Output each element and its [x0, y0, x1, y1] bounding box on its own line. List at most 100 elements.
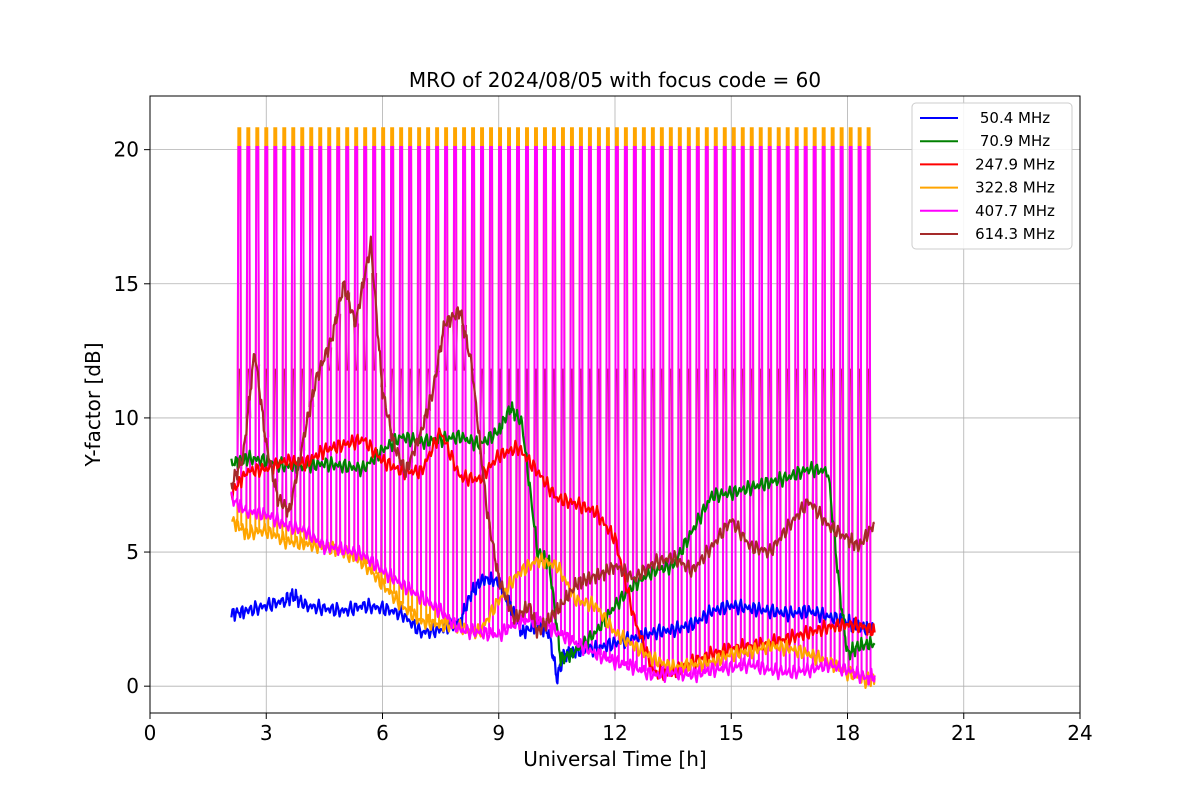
calibration-pulse: [461, 145, 468, 631]
calibration-pulse: [829, 145, 836, 666]
calibration-pulse: [595, 145, 602, 655]
calibration-pulse: [640, 145, 647, 671]
calibration-pulse: [317, 145, 324, 543]
calibration-pulse: [658, 145, 665, 675]
calibration-pulse: [802, 145, 809, 671]
calibration-pulse: [407, 145, 414, 590]
calibration-pulse: [551, 145, 557, 630]
calibration-pulse: [865, 145, 872, 678]
calibration-pulse: [479, 145, 485, 633]
calibration-pulse: [586, 145, 593, 651]
calibration-pulse: [820, 145, 827, 667]
calibration-pulse: [443, 145, 450, 616]
calibration-pulse: [497, 145, 503, 635]
calibration-pulse: [793, 145, 800, 672]
x-tick-label: 18: [835, 721, 860, 745]
calibration-pulse: [281, 145, 288, 524]
calibration-pulse: [272, 145, 279, 519]
calibration-pulse: [452, 145, 459, 625]
calibration-pulse: [389, 145, 396, 577]
x-tick-label: 15: [719, 721, 744, 745]
calibration-pulse: [353, 145, 360, 553]
x-tick-label: 12: [602, 721, 627, 745]
y-tick-label: 20: [114, 138, 139, 162]
calibration-pulse: [712, 145, 719, 670]
calibration-pulse: [703, 145, 710, 672]
calibration-pulse: [398, 145, 405, 584]
calibration-pulse: [739, 145, 746, 666]
legend-entry: 50.4 MHz: [980, 109, 1050, 127]
x-tick-label: 0: [144, 721, 157, 745]
calibration-pulse: [524, 145, 530, 621]
calibration-pulse: [685, 145, 692, 675]
legend-entry: 322.8 MHz: [975, 179, 1055, 197]
legend-entry: 70.9 MHz: [980, 132, 1050, 150]
series-group: [230, 235, 876, 689]
calibration-pulse: [236, 145, 243, 505]
calibration-pulse: [721, 145, 728, 669]
calibration-pulse: [604, 145, 611, 659]
calibration-pulse: [578, 145, 584, 646]
calibration-pulse: [766, 145, 773, 670]
calibration-pulse: [649, 145, 656, 675]
calibration-pulse: [775, 145, 782, 672]
y-tick-label: 5: [126, 540, 139, 564]
calibration-pulse: [667, 145, 674, 674]
calibration-pulse: [488, 145, 494, 635]
calibration-pulse: [533, 145, 539, 620]
chart-title: MRO of 2024/08/05 with focus code = 60: [409, 68, 821, 92]
calibration-pulse: [515, 145, 521, 623]
calibration-pulse: [371, 145, 378, 564]
y-axis-label: Y-factor [dB]: [81, 342, 105, 467]
calibration-pulse: [784, 145, 791, 673]
y-tick-label: 10: [114, 406, 139, 430]
calibration-pulse: [542, 145, 548, 624]
calibration-pulse: [622, 145, 629, 665]
ticks: 0 3 6 9 12 15 18 21 24 0 5 10 15 20: [114, 138, 1093, 745]
calibration-pulse: [344, 145, 351, 551]
calibration-pulse: [290, 145, 297, 528]
calibration-pulse: [560, 145, 566, 636]
calibration-pulse: [838, 145, 845, 669]
calibration-pulse: [245, 145, 252, 512]
legend-entry: 614.3 MHz: [975, 225, 1055, 243]
series-line-614-3-mhz: [230, 235, 876, 639]
calibration-pulses: [236, 127, 872, 681]
calibration-pulse: [308, 145, 315, 535]
calibration-pulse: [856, 145, 863, 675]
calibration-pulse: [748, 145, 755, 665]
calibration-pulse: [506, 145, 512, 629]
calibration-pulse: [254, 145, 261, 514]
calibration-pulse: [676, 145, 683, 674]
calibration-pulse: [299, 145, 306, 530]
calibration-pulse: [569, 145, 575, 641]
y-tick-label: 15: [114, 272, 139, 296]
legend: 50.4 MHz 70.9 MHz 247.9 MHz 322.8 MHz 407.7 …: [911, 102, 1073, 250]
y-tick-label: 0: [126, 674, 139, 698]
series-line-407-7-mhz: [230, 491, 876, 686]
calibration-pulse: [757, 145, 764, 668]
legend-entry: 407.7 MHz: [975, 202, 1055, 220]
calibration-pulse: [416, 145, 423, 596]
x-tick-label: 24: [1067, 721, 1092, 745]
calibration-pulse: [613, 145, 620, 663]
x-axis-label: Universal Time [h]: [523, 747, 706, 771]
legend-box: [911, 102, 1073, 250]
calibration-pulse: [425, 145, 432, 602]
calibration-pulse: [694, 145, 701, 675]
calibration-pulse: [380, 145, 387, 571]
x-tick-label: 21: [951, 721, 976, 745]
calibration-pulse: [631, 145, 638, 668]
series-line-50-4-mhz: [230, 571, 876, 685]
calibration-pulse: [263, 145, 270, 515]
pulse-train-407-7-mhz: [236, 145, 872, 678]
x-tick-label: 9: [492, 721, 505, 745]
calibration-pulse: [811, 145, 818, 669]
legend-entry: 247.9 MHz: [975, 155, 1055, 173]
calibration-pulse: [730, 145, 737, 668]
calibration-pulse: [847, 145, 854, 671]
calibration-pulse: [335, 145, 342, 549]
x-tick-label: 6: [376, 721, 389, 745]
